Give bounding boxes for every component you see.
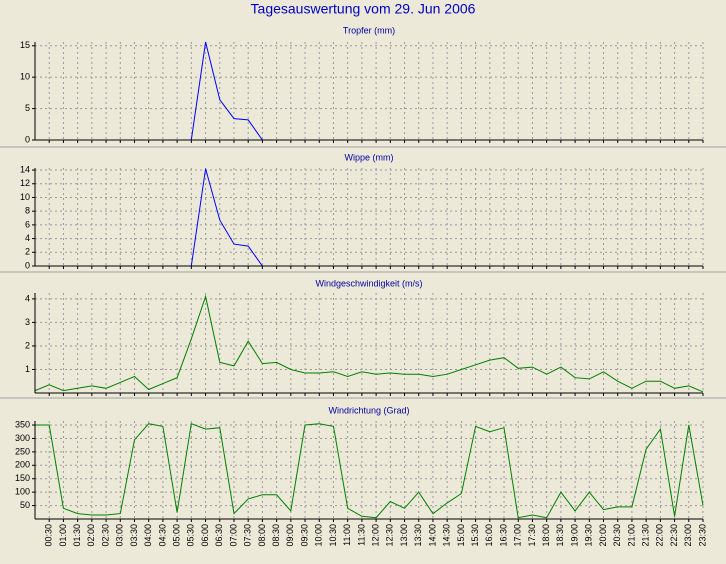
- x-tick-label: 05:30: [186, 524, 196, 547]
- x-tick-label: 20:30: [612, 524, 622, 547]
- x-tick-label: 07:00: [228, 524, 238, 547]
- chart-title: Tagesauswertung vom 29. Jun 2006: [251, 1, 476, 17]
- y-tick-label: 300: [15, 433, 30, 443]
- y-tick-label: 0: [25, 134, 30, 144]
- y-tick-label: 15: [20, 40, 30, 50]
- y-tick-label: 100: [15, 487, 30, 497]
- x-tick-label: 23:00: [683, 524, 693, 547]
- x-tick-label: 04:00: [143, 524, 153, 547]
- x-tick-label: 04:30: [157, 524, 167, 547]
- x-tick-label: 16:30: [498, 524, 508, 547]
- x-tick-label: 22:00: [655, 524, 665, 547]
- x-tick-label: 01:30: [72, 524, 82, 547]
- x-tick-label: 12:30: [385, 524, 395, 547]
- x-tick-label: 11:00: [342, 524, 352, 546]
- data-line: [35, 423, 704, 519]
- x-tick-label: 09:00: [285, 524, 295, 547]
- x-tick-label: 05:00: [172, 524, 182, 547]
- y-tick-label: 150: [15, 473, 30, 483]
- x-tick-label: 22:30: [669, 524, 679, 547]
- y-tick-label: 350: [15, 419, 30, 429]
- y-tick-label: 10: [20, 192, 30, 202]
- y-tick-label: 4: [25, 233, 30, 243]
- y-tick-label: 2: [25, 340, 30, 350]
- x-tick-label: 19:30: [584, 524, 594, 547]
- x-tick-label: 15:00: [456, 524, 466, 547]
- x-tick-label: 13:30: [413, 524, 423, 547]
- y-tick-label: 0: [25, 260, 30, 270]
- x-tick-label: 14:00: [427, 524, 437, 547]
- x-tick-label: 17:30: [527, 524, 537, 547]
- y-tick-label: 200: [15, 460, 30, 470]
- x-tick-label: 14:30: [442, 524, 452, 547]
- y-tick-label: 5: [25, 103, 30, 113]
- y-tick-label: 6: [25, 219, 30, 229]
- x-tick-label: 18:30: [555, 524, 565, 547]
- y-tick-label: 12: [20, 178, 30, 188]
- x-tick-label: 09:30: [299, 524, 309, 547]
- y-tick-label: 4: [25, 293, 30, 303]
- x-tick-label: 20:00: [598, 524, 608, 547]
- x-tick-label: 10:30: [328, 524, 338, 547]
- y-tick-label: 2: [25, 247, 30, 257]
- panel-title: Tropfer (mm): [343, 25, 395, 35]
- y-tick-label: 8: [25, 206, 30, 216]
- x-tick-label: 03:30: [129, 524, 139, 547]
- x-tick-label: 13:00: [399, 524, 409, 547]
- y-tick-label: 50: [20, 500, 30, 510]
- x-tick-label: 19:00: [569, 524, 579, 547]
- panel-title: Windgeschwindigkeit (m/s): [315, 278, 422, 288]
- x-tick-label: 11:30: [356, 524, 366, 546]
- x-tick-label: 00:30: [44, 524, 54, 547]
- x-tick-label: 10:00: [314, 524, 324, 547]
- data-line: [34, 294, 704, 393]
- y-tick-label: 1: [25, 364, 30, 374]
- x-tick-label: 17:00: [513, 524, 523, 547]
- x-tick-label: 08:30: [271, 524, 281, 547]
- x-tick-label: 02:30: [100, 524, 110, 547]
- x-tick-label: 06:30: [214, 524, 224, 547]
- x-tick-label: 18:00: [541, 524, 551, 547]
- y-tick-label: 250: [15, 446, 30, 456]
- x-tick-label: 21:30: [641, 524, 651, 547]
- x-tick-label: 01:00: [58, 524, 68, 547]
- x-tick-label: 23:30: [697, 524, 707, 547]
- x-tick-label: 03:00: [115, 524, 125, 547]
- panel-title: Windrichtung (Grad): [328, 405, 409, 415]
- panel-title: Wippe (mm): [345, 152, 394, 162]
- x-tick-label: 21:00: [626, 524, 636, 547]
- x-tick-label: 08:00: [257, 524, 267, 547]
- x-tick-label: 07:30: [243, 524, 253, 547]
- y-tick-label: 10: [20, 72, 30, 82]
- x-tick-label: 12:00: [370, 524, 380, 547]
- x-tick-label: 16:00: [484, 524, 494, 547]
- x-tick-label: 06:00: [200, 524, 210, 547]
- x-tick-label: 02:00: [86, 524, 96, 547]
- y-tick-label: 3: [25, 317, 30, 327]
- y-tick-label: 14: [20, 164, 30, 174]
- x-tick-label: 15:30: [470, 524, 480, 547]
